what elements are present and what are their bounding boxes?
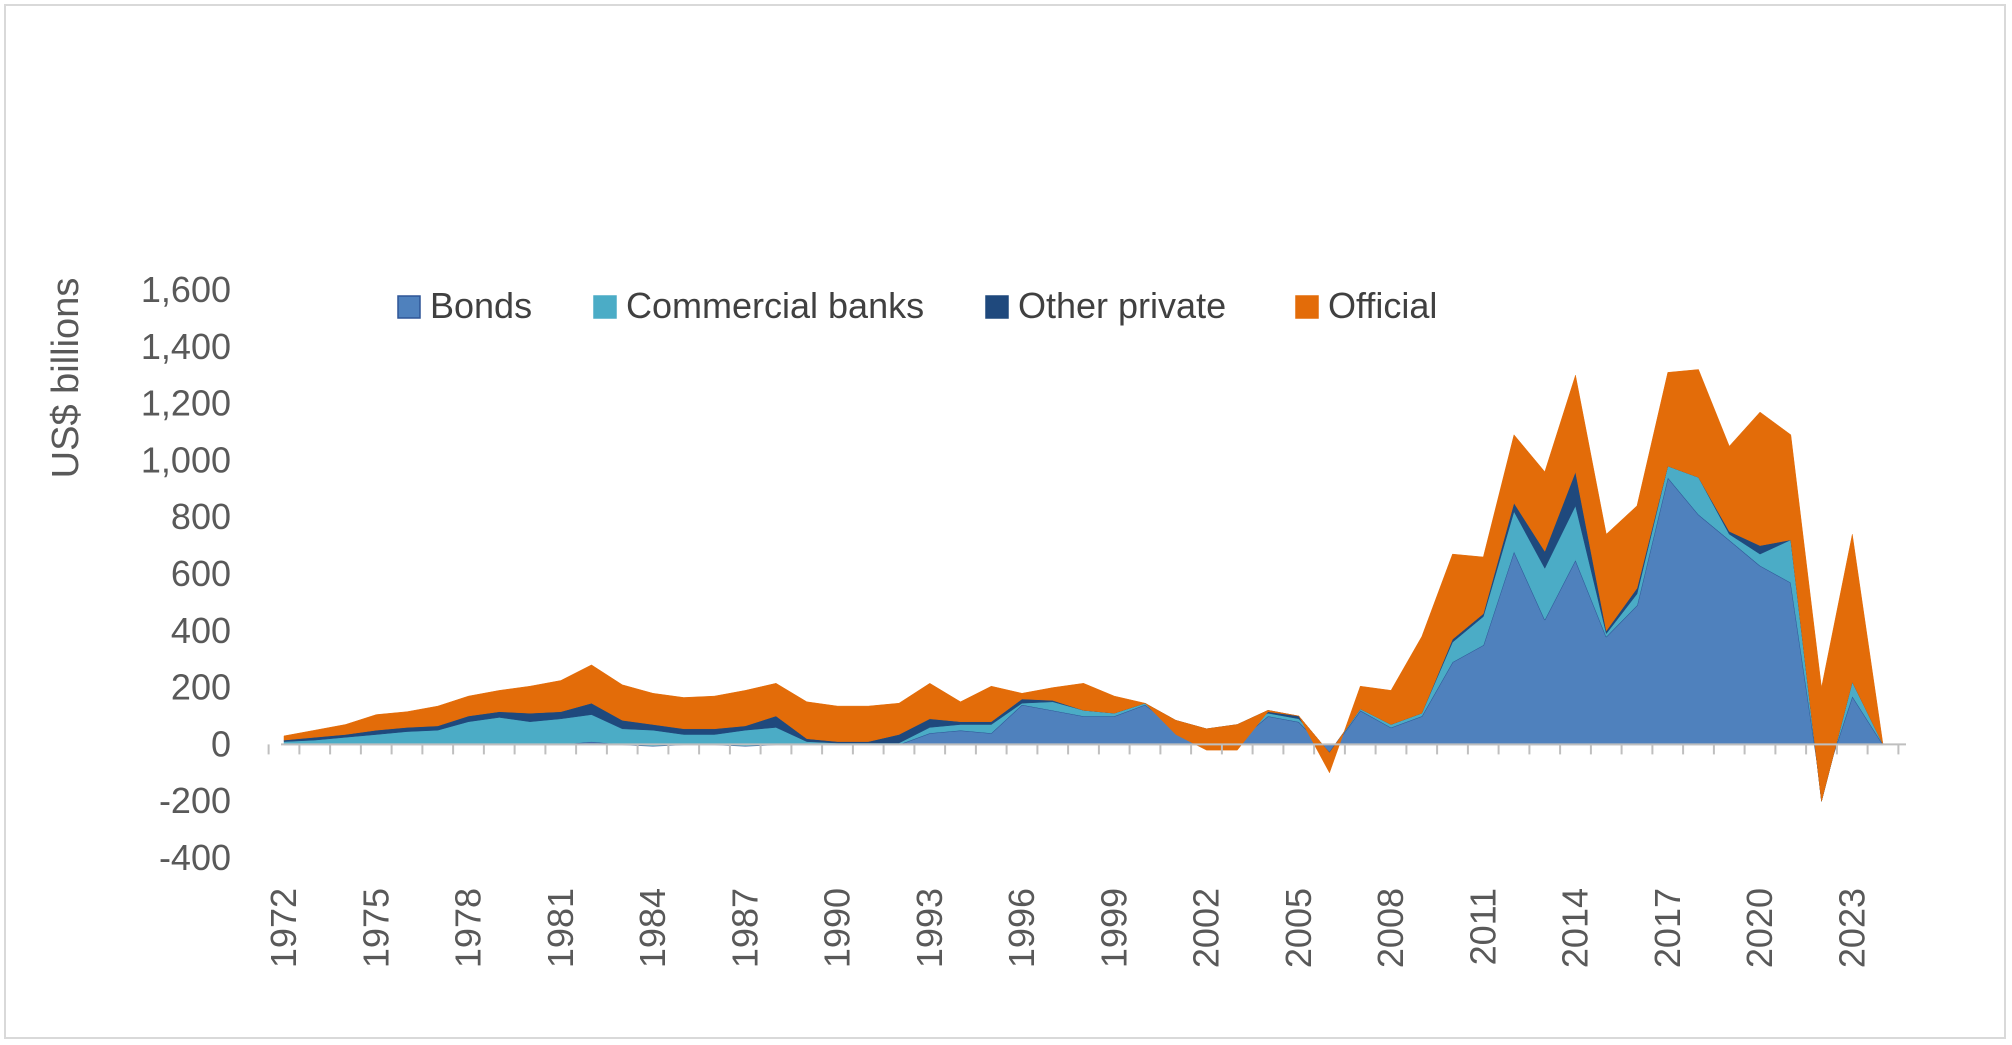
x-tick-label: 1975 bbox=[355, 888, 396, 968]
x-tick-label: 2014 bbox=[1555, 888, 1596, 968]
legend-item-commercial-banks: Commercial banks bbox=[593, 285, 924, 326]
x-tick-label: 1987 bbox=[724, 888, 765, 968]
area-layer bbox=[283, 369, 1884, 802]
x-tick-label: 2005 bbox=[1278, 888, 1319, 968]
y-tick-label: 1,600 bbox=[141, 269, 231, 310]
y-tick-label: 1,200 bbox=[141, 383, 231, 424]
x-tick-label: 1996 bbox=[1001, 888, 1042, 968]
y-tick-label: 800 bbox=[171, 496, 231, 537]
y-tick-label: -200 bbox=[159, 780, 231, 821]
x-tick-label: 1993 bbox=[909, 888, 950, 968]
y-tick-label: -400 bbox=[159, 837, 231, 878]
x-tick-label: 1984 bbox=[632, 888, 673, 968]
y-tick-labels: -400 -200 0 200 400 600 800 1,000 1,200 1,400 1,60… bbox=[141, 269, 231, 878]
y-tick-label: 400 bbox=[171, 610, 231, 651]
y-axis-title: US$ billions bbox=[45, 278, 87, 479]
x-tick-label: 1978 bbox=[448, 888, 489, 968]
legend-swatch bbox=[397, 295, 421, 319]
x-tick-label: 1999 bbox=[1093, 888, 1134, 968]
axes-layer bbox=[267, 743, 1906, 755]
legend: Bonds Commercial banks Other private Offici… bbox=[397, 285, 1437, 326]
legend-label: Official bbox=[1328, 285, 1437, 326]
x-tick-labels: 1972 1975 1978 1981 1984 1987 1990 1993 1996 1999… bbox=[263, 888, 1872, 968]
y-tick-label: 600 bbox=[171, 553, 231, 594]
y-tick-label: 1,400 bbox=[141, 326, 231, 367]
legend-swatch bbox=[985, 295, 1009, 319]
legend-swatch bbox=[593, 295, 617, 319]
x-tick-label: 2017 bbox=[1647, 888, 1688, 968]
x-tick-label: 1972 bbox=[263, 888, 304, 968]
area-official bbox=[283, 369, 1884, 802]
legend-label: Commercial banks bbox=[626, 285, 924, 326]
x-tick-label: 2002 bbox=[1186, 888, 1227, 968]
legend-label: Other private bbox=[1018, 285, 1226, 326]
chart-frame: -400 -200 0 200 400 600 800 1,000 1,200 1,400 1,60… bbox=[4, 4, 2006, 1039]
y-tick-label: 0 bbox=[211, 723, 231, 764]
legend-item-bonds: Bonds bbox=[397, 285, 532, 326]
x-tick-label: 2011 bbox=[1462, 888, 1503, 965]
legend-item-official: Official bbox=[1295, 285, 1437, 326]
y-tick-label: 200 bbox=[171, 667, 231, 708]
x-tick-label: 1990 bbox=[817, 888, 858, 968]
x-tick-label: 2023 bbox=[1831, 888, 1872, 968]
legend-swatch bbox=[1295, 295, 1319, 319]
x-tick-label: 2020 bbox=[1739, 888, 1780, 968]
x-tick-label: 2008 bbox=[1370, 888, 1411, 968]
legend-label: Bonds bbox=[430, 285, 532, 326]
stacked-area-chart: -400 -200 0 200 400 600 800 1,000 1,200 1,400 1,60… bbox=[45, 269, 1906, 968]
legend-item-other-private: Other private bbox=[985, 285, 1226, 326]
y-tick-label: 1,000 bbox=[141, 439, 231, 480]
x-tick-label: 1981 bbox=[540, 888, 581, 968]
